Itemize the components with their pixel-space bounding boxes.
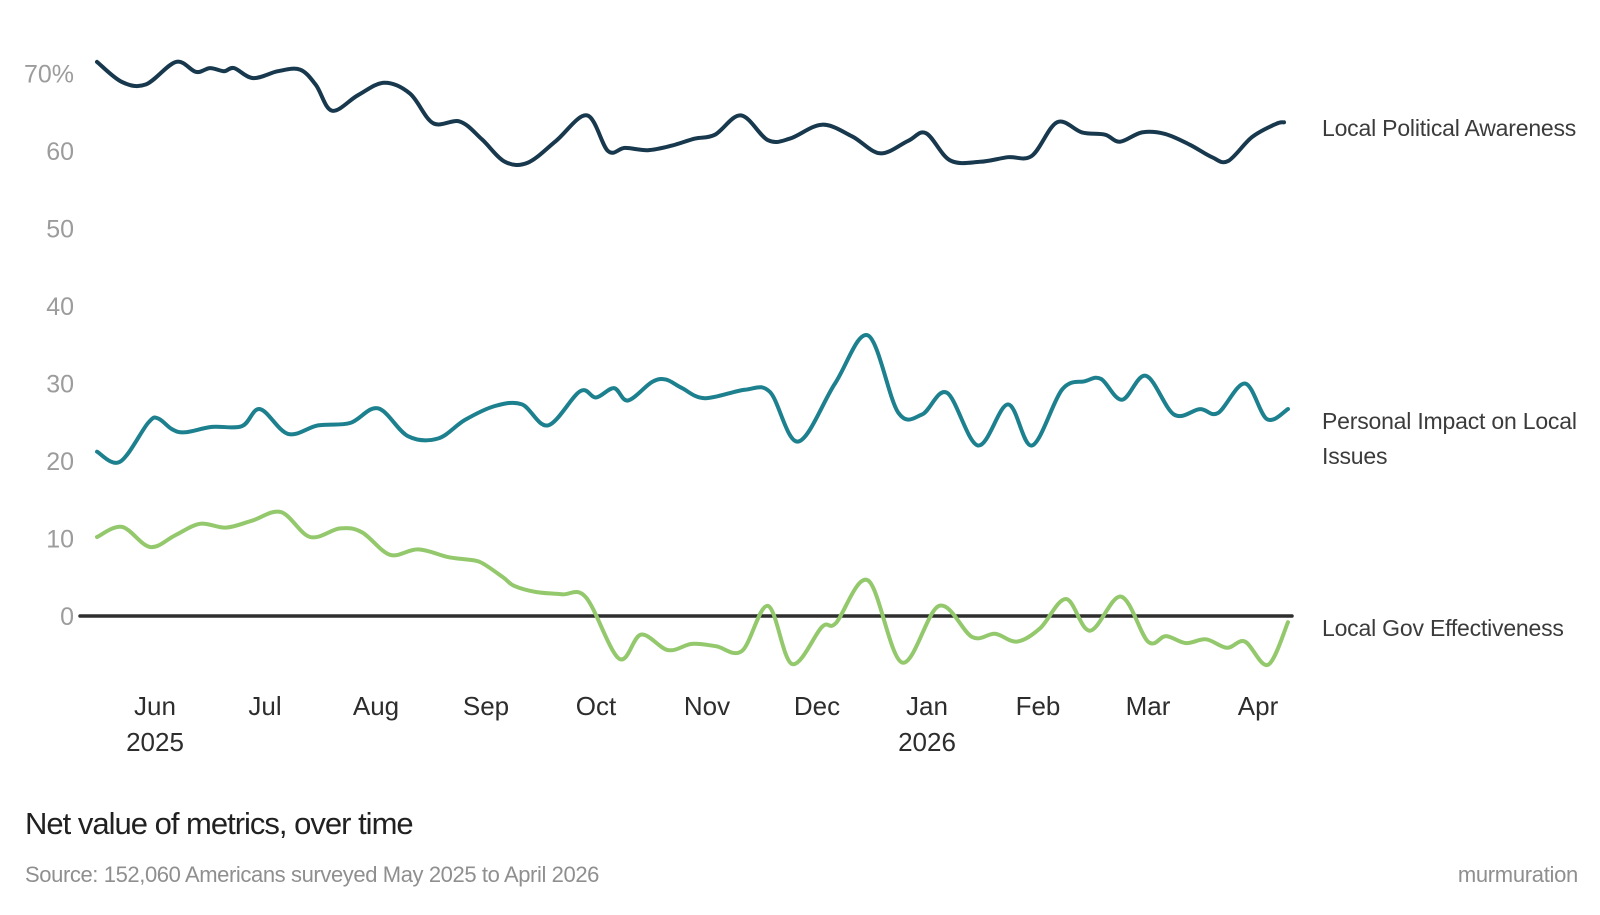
x-axis-year-label: 2025 <box>126 727 184 757</box>
y-axis-tick-label: 20 <box>46 448 74 476</box>
y-axis-tick-label: 0 <box>60 603 74 631</box>
brand-wordmark: murmuration <box>1457 862 1578 887</box>
y-axis-tick-label: 70% <box>24 61 74 89</box>
y-axis-tick-label: 60 <box>46 138 74 166</box>
y-axis-tick-label: 50 <box>46 216 74 244</box>
series-label-local-political-awareness: Local Political Awareness <box>1322 115 1576 141</box>
x-axis-tick-label: Jul <box>248 691 281 721</box>
net-value-line-chart: 70% 60 50 40 30 20 10 0 Jun 2025 Jul Aug Sep Oct Nov De… <box>24 59 1577 757</box>
x-axis-tick-label: Sep <box>463 691 509 721</box>
x-axis-year-label: 2026 <box>898 727 956 757</box>
x-axis-tick-label: Jun <box>134 691 176 721</box>
x-axis-tick-label: Nov <box>684 691 730 721</box>
y-axis-tick-label: 40 <box>46 293 74 321</box>
x-axis-tick-label: Aug <box>353 691 399 721</box>
series-line-local-political-awareness <box>95 59 1286 167</box>
chart-title: Net value of metrics, over time <box>25 806 414 841</box>
y-axis-tick-label: 10 <box>46 526 74 554</box>
x-axis-tick-label: Oct <box>576 691 617 721</box>
source-note: Source: 152,060 Americans surveyed May 2… <box>25 862 600 887</box>
x-axis-tick-label: Jan <box>906 691 948 721</box>
series-label-local-gov-effectiveness: Local Gov Effectiveness <box>1322 615 1564 641</box>
x-axis-tick-label: Apr <box>1238 691 1279 721</box>
series-label-personal-impact-on-local-issues: Issues <box>1322 443 1387 469</box>
series-line-personal-impact-on-local-issues <box>95 333 1290 465</box>
x-axis-tick-label: Feb <box>1016 691 1061 721</box>
series-label-personal-impact-on-local-issues: Personal Impact on Local <box>1322 408 1577 434</box>
x-axis-tick-label: Mar <box>1126 691 1171 721</box>
y-axis-tick-label: 30 <box>46 371 74 399</box>
series-line-local-gov-effectiveness <box>95 509 1290 667</box>
x-axis-tick-label: Dec <box>794 691 840 721</box>
